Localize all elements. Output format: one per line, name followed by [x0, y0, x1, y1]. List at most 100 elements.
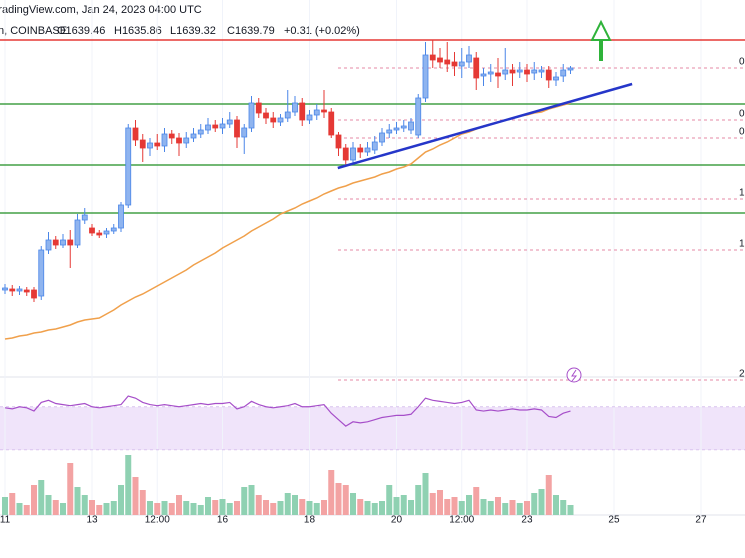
volume-bar — [313, 503, 320, 515]
candle-body — [270, 117, 277, 123]
candle-body — [67, 239, 74, 246]
x-tick-label: 13 — [86, 515, 98, 526]
x-tick-label: 20 — [391, 515, 403, 526]
volume-bar — [458, 501, 465, 515]
volume-bar — [16, 503, 23, 515]
fib-label: 0 — [739, 109, 745, 120]
volume-bar — [400, 495, 407, 515]
candle-body — [103, 230, 110, 235]
x-tick-label: 16 — [217, 515, 229, 526]
candle-body — [89, 227, 95, 234]
volume-bar — [523, 501, 530, 515]
candle-body — [473, 57, 480, 79]
volume-bar — [262, 500, 269, 515]
candle-body — [560, 69, 567, 77]
x-tick-label: 27 — [695, 515, 707, 526]
candle-body — [429, 54, 436, 61]
volume-bar — [538, 489, 545, 515]
volume-bar — [371, 503, 378, 515]
candle-body — [81, 214, 88, 221]
candle-body — [422, 54, 429, 99]
candle-body — [2, 287, 8, 291]
up-arrow — [590, 19, 612, 61]
candle-body — [393, 127, 400, 131]
fib-label: 0 — [739, 57, 745, 68]
volume-bar — [393, 497, 400, 515]
candle-body — [277, 117, 284, 123]
candle-body — [23, 289, 30, 293]
event-icon — [566, 367, 582, 383]
volume-bar — [110, 501, 117, 515]
volume-bar — [161, 501, 168, 515]
volume-bar — [509, 500, 516, 515]
trendline — [337, 82, 633, 170]
candle-body — [176, 137, 182, 144]
candle-body — [306, 114, 313, 121]
volume-bar — [545, 475, 552, 515]
candle-body — [545, 69, 552, 81]
volume-bar — [270, 503, 277, 515]
volume-bar — [342, 485, 349, 515]
x-tick-label: 25 — [608, 515, 620, 526]
volume-bar — [2, 497, 9, 515]
volume-bar — [364, 501, 371, 515]
candle-body — [16, 288, 23, 292]
candle-body — [342, 147, 349, 161]
candle-body — [125, 127, 132, 206]
volume-bar — [219, 499, 226, 515]
candle-body — [197, 129, 204, 135]
candle-body — [495, 72, 501, 77]
candle-body — [313, 109, 320, 116]
candle-body — [364, 147, 371, 153]
low-label: L1639.32 — [170, 25, 216, 37]
volume-bar — [299, 499, 306, 515]
x-tick-label: 12:00 — [449, 515, 474, 526]
candle-body — [524, 69, 530, 75]
candle-body — [567, 67, 574, 71]
candle-body — [487, 71, 494, 75]
candle-body — [132, 127, 139, 141]
volume-bar — [74, 487, 81, 515]
candle-body — [328, 111, 335, 136]
candle-body — [190, 133, 197, 139]
candle-body — [248, 102, 255, 129]
volume-bar — [60, 503, 67, 515]
volume-bar — [277, 501, 284, 515]
volume-bar — [487, 501, 494, 515]
candle-body — [516, 69, 523, 73]
volume-bar — [415, 485, 422, 515]
candle-body — [96, 232, 103, 236]
volume-bar — [378, 501, 385, 515]
volume-bar — [480, 499, 487, 515]
volume-bar — [96, 505, 103, 515]
volume-bar — [386, 485, 393, 515]
candle-body — [379, 132, 385, 143]
candle-body — [255, 102, 262, 114]
volume-bar — [560, 500, 567, 515]
volume-bar — [494, 497, 501, 515]
volume-bar — [407, 500, 414, 515]
volume-bar — [502, 503, 509, 515]
fib-label: 2 — [739, 369, 745, 380]
volume-bar — [132, 477, 139, 515]
volume-bar — [291, 495, 298, 515]
candle-body — [400, 125, 407, 129]
volume-bar — [248, 485, 255, 515]
candle-body — [553, 76, 559, 81]
candle-body — [437, 57, 443, 63]
source-label: TradingView.com, Jan 24, 2023 04:00 UTC — [0, 4, 202, 16]
volume-bar — [204, 497, 211, 515]
candle-body — [299, 102, 306, 121]
candle-body — [321, 109, 327, 113]
candle-body — [284, 111, 291, 119]
volume-bar — [531, 493, 538, 515]
candle-body — [154, 142, 161, 147]
candle-body — [466, 54, 472, 63]
event-icon-bolt — [571, 369, 578, 382]
volume-bar — [451, 497, 458, 515]
volume-bar — [444, 499, 451, 515]
volume-bar — [31, 485, 38, 515]
volume-bar — [89, 500, 96, 515]
